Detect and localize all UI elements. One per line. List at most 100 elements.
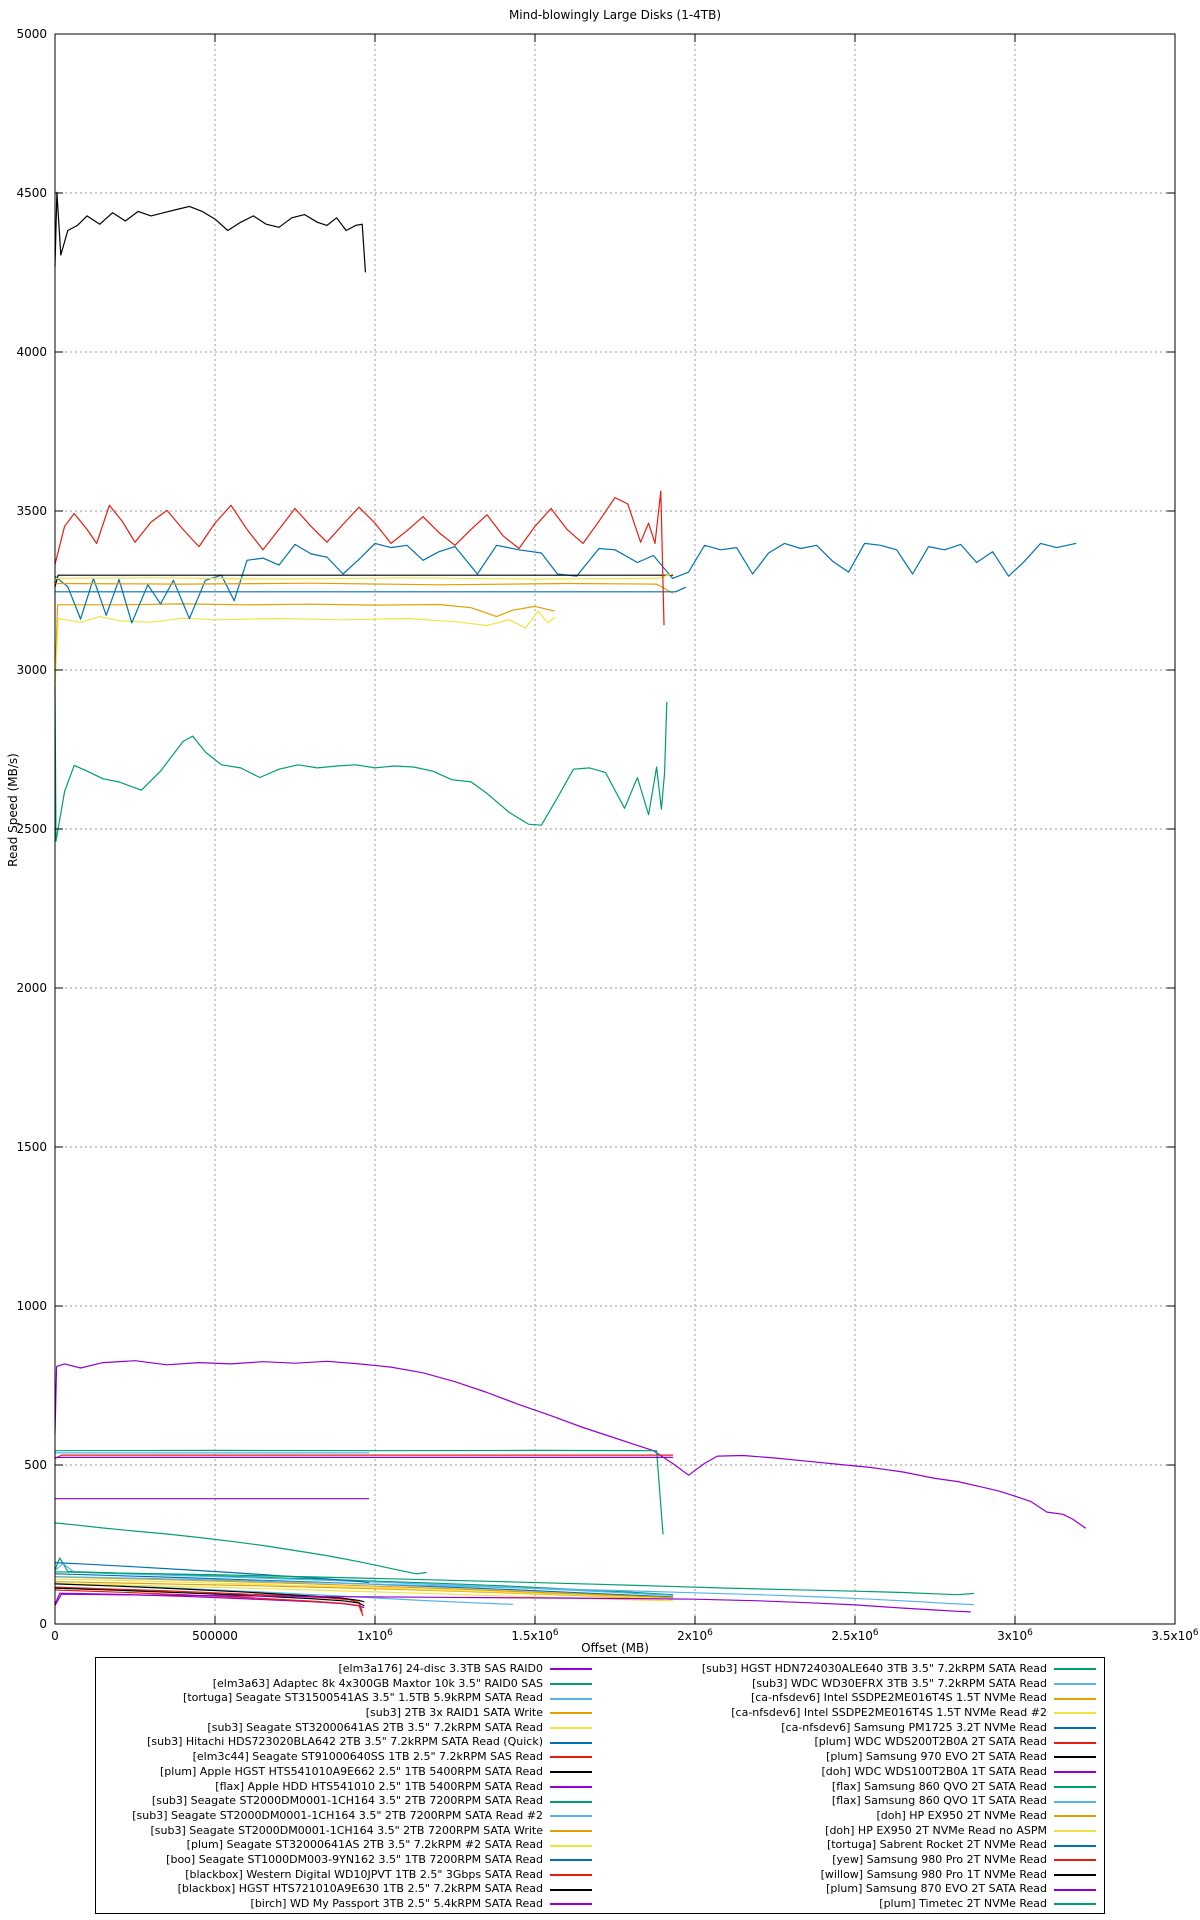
legend-line-swatch — [1054, 1668, 1096, 1671]
legend-line-swatch — [550, 1888, 592, 1891]
legend-row: [blackbox] Western Digital WD10JPVT 1TB … — [96, 1868, 1104, 1883]
series-line — [54, 685, 668, 842]
legend-line-swatch — [1054, 1903, 1096, 1906]
legend-line-swatch — [550, 1815, 592, 1818]
legend-line-swatch — [550, 1727, 592, 1730]
legend-entry: [plum] Timetec 2T NVMe Read — [600, 1897, 1104, 1912]
y-tick-label: 4000 — [16, 345, 47, 359]
y-tick-label: 3000 — [16, 663, 47, 677]
legend-entry: [boo] Seagate ST1000DM003-9YN162 3.5" 1T… — [96, 1853, 600, 1868]
legend-entry: [flax] Samsung 860 QVO 2T SATA Read — [600, 1780, 1104, 1795]
legend-entry: [plum] Seagate ST32000641AS 2TB 3.5" 7.2… — [96, 1838, 600, 1853]
legend-line-swatch — [1054, 1829, 1096, 1832]
legend-row: [flax] Apple HDD HTS541010 2.5" 1TB 5400… — [96, 1780, 1104, 1795]
legend-label: [blackbox] HGST HTS721010A9E630 1TB 2.5"… — [177, 1882, 543, 1896]
series-line — [54, 1561, 370, 1584]
legend-label: [sub3] Seagate ST32000641AS 2TB 3.5" 7.2… — [207, 1720, 543, 1734]
series-line — [54, 1449, 664, 1535]
legend-label: [elm3a176] 24-disc 3.3TB SAS RAID0 — [338, 1662, 543, 1675]
legend-entry: [blackbox] Western Digital WD10JPVT 1TB … — [96, 1868, 600, 1883]
legend-row: [plum] Apple HGST HTS541010A9E662 2.5" 1… — [96, 1765, 1104, 1780]
legend-entry: [sub3] 2TB 3x RAID1 SATA Write — [96, 1706, 600, 1721]
y-tick-label: 500 — [24, 1458, 47, 1472]
y-tick-label: 2500 — [16, 822, 47, 836]
legend-row: [sub3] Hitachi HDS723020BLA642 2TB 3.5" … — [96, 1735, 1104, 1750]
y-tick-label: 0 — [39, 1617, 47, 1631]
legend-line-swatch — [1054, 1741, 1096, 1744]
legend-entry: [elm3a176] 24-disc 3.3TB SAS RAID0 — [96, 1662, 600, 1677]
legend-entry: [sub3] Seagate ST2000DM0001-1CH164 3.5" … — [96, 1824, 600, 1839]
series-line — [54, 1575, 975, 1606]
legend-line-swatch — [1054, 1697, 1096, 1700]
legend-entry: [elm3a63] Adaptec 8k 4x300GB Maxtor 10k … — [96, 1677, 600, 1692]
x-tick-label: 2x106 — [677, 1628, 713, 1643]
legend-entry: [sub3] WDC WD30EFRX 3TB 3.5" 7.2kRPM SAT… — [600, 1677, 1104, 1692]
legend-line-swatch — [1054, 1712, 1096, 1715]
legend-label: [sub3] Seagate ST2000DM0001-1CH164 3.5" … — [150, 1823, 543, 1837]
series-line — [54, 1587, 365, 1607]
legend-entry: [willow] Samsung 980 Pro 1T NVMe Read — [600, 1868, 1104, 1883]
legend-label: [sub3] Seagate ST2000DM0001-1CH164 3.5" … — [151, 1794, 543, 1808]
legend-label: [ca-nfsdev6] Samsung PM1725 3.2T NVMe Re… — [781, 1720, 1047, 1734]
legend-line-swatch — [550, 1903, 592, 1906]
legend-row: [boo] Seagate ST1000DM003-9YN162 3.5" 1T… — [96, 1853, 1104, 1868]
y-tick-label: 4500 — [16, 186, 47, 200]
legend-line-swatch — [550, 1756, 592, 1759]
legend-line-swatch — [1054, 1683, 1096, 1686]
series-line — [54, 603, 555, 684]
legend-entry: [flax] Samsung 860 QVO 1T SATA Read — [600, 1794, 1104, 1809]
legend-entry: [plum] Samsung 970 EVO 2T SATA Read — [600, 1750, 1104, 1765]
legend-label: [tortuga] Sabrent Rocket 2T NVMe Read — [826, 1838, 1047, 1852]
legend-line-swatch — [1054, 1727, 1096, 1730]
legend-line-swatch — [550, 1771, 592, 1774]
legend-label: [flax] Samsung 860 QVO 2T SATA Read — [831, 1779, 1047, 1793]
legend-entry: [tortuga] Seagate ST31500541AS 3.5" 1.5T… — [96, 1691, 600, 1706]
y-tick-label: 1000 — [16, 1299, 47, 1313]
legend-line-swatch — [1054, 1873, 1096, 1876]
x-tick-label: 1x106 — [357, 1628, 393, 1643]
legend-label: [sub3] 2TB 3x RAID1 SATA Write — [365, 1706, 543, 1720]
legend-line-swatch — [1054, 1785, 1096, 1788]
series-line — [54, 1593, 971, 1613]
legend-line-swatch — [1054, 1888, 1096, 1891]
y-tick-label: 5000 — [16, 27, 47, 41]
x-axis-label: Offset (MB) — [581, 1641, 649, 1655]
y-tick-label: 1500 — [16, 1140, 47, 1154]
y-tick-label: 3500 — [16, 504, 47, 518]
x-tick-label: 2.5x106 — [831, 1628, 878, 1643]
series-line — [54, 1522, 427, 1575]
legend-entry: [plum] WDC WDS200T2B0A 2T SATA Read — [600, 1735, 1104, 1750]
series-line — [54, 1576, 674, 1599]
legend-entry: [ca-nfsdev6] Intel SSDPE2ME016T4S 1.5T N… — [600, 1706, 1104, 1721]
legend-label: [blackbox] Western Digital WD10JPVT 1TB … — [185, 1867, 543, 1881]
series-line — [54, 1583, 365, 1603]
legend-label: [plum] Timetec 2T NVMe Read — [879, 1897, 1047, 1910]
x-tick-label: 0 — [51, 1629, 59, 1643]
legend-label: [doh] HP EX950 2T NVMe Read — [876, 1808, 1047, 1822]
legend-entry: [plum] Apple HGST HTS541010A9E662 2.5" 1… — [96, 1765, 600, 1780]
series-line — [54, 1578, 674, 1600]
legend-line-swatch — [550, 1873, 592, 1876]
legend-line-swatch — [550, 1712, 592, 1715]
legend-entry: [sub3] Hitachi HDS723020BLA642 2TB 3.5" … — [96, 1735, 600, 1750]
legend-entry: [flax] Apple HDD HTS541010 2.5" 1TB 5400… — [96, 1780, 600, 1795]
legend-line-swatch — [550, 1859, 592, 1862]
legend-label: [yew] Samsung 980 Pro 2T NVMe Read — [832, 1852, 1047, 1866]
series-line — [54, 1360, 1087, 1529]
legend-label: [sub3] Seagate ST2000DM0001-1CH164 3.5" … — [132, 1808, 543, 1822]
legend-entry: [sub3] Seagate ST32000641AS 2TB 3.5" 7.2… — [96, 1721, 600, 1736]
plot-area: 0 500000 1x106 1.5x106 2x106 2.5x106 3x106 3.5x… — [16, 27, 1198, 1643]
legend-box: [elm3a176] 24-disc 3.3TB SAS RAID0 [sub3]… — [95, 1657, 1105, 1914]
legend-row: [sub3] Seagate ST2000DM0001-1CH164 3.5" … — [96, 1824, 1104, 1839]
legend-label: [elm3c44] Seagate ST91000640SS 1TB 2.5" … — [192, 1750, 543, 1764]
x-tick-label: 500000 — [192, 1629, 238, 1643]
series-line — [54, 542, 1077, 624]
legend-label: [sub3] Hitachi HDS723020BLA642 2TB 3.5" … — [147, 1735, 543, 1749]
x-tick-label: 3.5x106 — [1151, 1628, 1198, 1643]
legend-label: [doh] HP EX950 2T NVMe Read no ASPM — [825, 1823, 1047, 1837]
series-line — [54, 1586, 363, 1612]
legend-row: [sub3] Seagate ST2000DM0001-1CH164 3.5" … — [96, 1809, 1104, 1824]
legend-label: [ca-nfsdev6] Intel SSDPE2ME016T4S 1.5T N… — [731, 1706, 1047, 1720]
series-line — [54, 574, 674, 588]
